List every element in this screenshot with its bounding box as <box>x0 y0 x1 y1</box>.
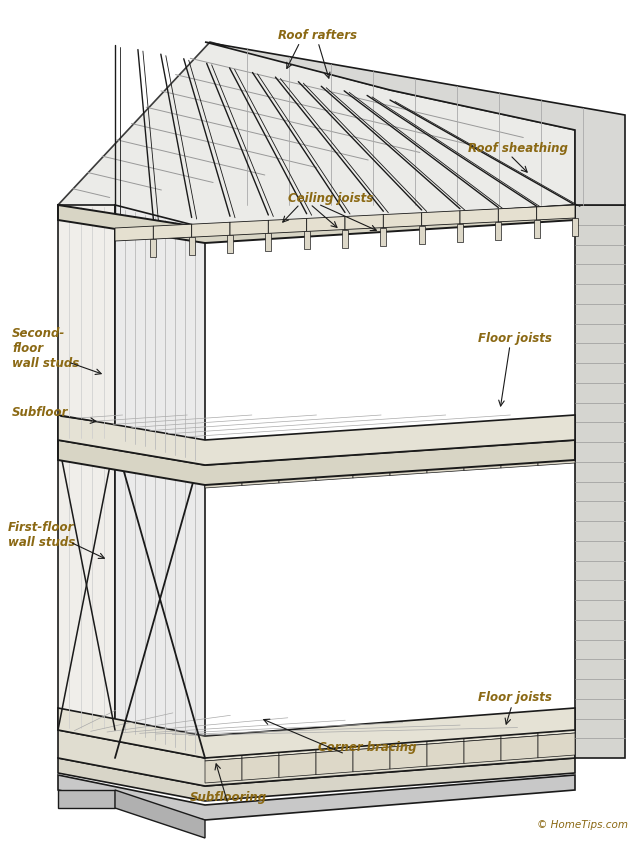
Text: Roof sheathing: Roof sheathing <box>468 142 568 154</box>
Polygon shape <box>58 730 575 786</box>
Polygon shape <box>58 775 575 820</box>
Polygon shape <box>189 237 195 255</box>
Polygon shape <box>154 225 191 239</box>
Polygon shape <box>316 458 353 480</box>
Polygon shape <box>534 220 540 238</box>
Polygon shape <box>537 205 575 220</box>
Polygon shape <box>495 222 501 240</box>
Text: Floor joists: Floor joists <box>478 332 552 344</box>
Polygon shape <box>205 42 625 205</box>
Polygon shape <box>572 218 578 236</box>
Polygon shape <box>353 456 390 478</box>
Text: Floor joists: Floor joists <box>478 691 552 705</box>
Polygon shape <box>427 451 464 473</box>
Polygon shape <box>230 220 268 235</box>
Polygon shape <box>115 226 154 241</box>
Polygon shape <box>538 443 575 466</box>
Polygon shape <box>279 749 316 755</box>
Polygon shape <box>242 463 279 485</box>
Polygon shape <box>58 42 575 228</box>
Text: Second-
floor
wall studs: Second- floor wall studs <box>12 327 79 370</box>
Polygon shape <box>538 730 575 736</box>
Polygon shape <box>205 758 242 783</box>
Polygon shape <box>303 231 310 250</box>
Polygon shape <box>242 755 279 780</box>
Polygon shape <box>422 211 460 225</box>
Polygon shape <box>58 708 575 758</box>
Polygon shape <box>427 741 464 766</box>
Polygon shape <box>150 239 156 257</box>
Polygon shape <box>115 440 205 758</box>
Polygon shape <box>279 457 316 463</box>
Polygon shape <box>464 448 501 470</box>
Polygon shape <box>501 736 538 760</box>
Polygon shape <box>58 440 115 730</box>
Text: Roof rafters: Roof rafters <box>278 29 357 41</box>
Polygon shape <box>58 440 575 485</box>
Polygon shape <box>353 744 390 749</box>
Polygon shape <box>115 790 205 838</box>
Polygon shape <box>205 466 242 488</box>
Polygon shape <box>464 736 501 741</box>
Polygon shape <box>501 733 538 738</box>
Polygon shape <box>58 758 575 801</box>
Polygon shape <box>427 447 464 453</box>
Polygon shape <box>464 445 501 451</box>
Polygon shape <box>307 217 345 231</box>
Polygon shape <box>115 205 205 465</box>
Polygon shape <box>390 450 427 456</box>
Polygon shape <box>58 415 575 465</box>
Polygon shape <box>501 446 538 468</box>
Text: © HomeTips.com: © HomeTips.com <box>537 820 628 830</box>
Polygon shape <box>457 224 463 241</box>
Polygon shape <box>380 228 387 246</box>
Polygon shape <box>227 235 233 253</box>
Polygon shape <box>501 442 538 448</box>
Polygon shape <box>266 233 271 252</box>
Polygon shape <box>353 747 390 771</box>
Polygon shape <box>316 747 353 753</box>
Polygon shape <box>390 741 427 747</box>
Polygon shape <box>345 214 383 230</box>
Polygon shape <box>538 733 575 758</box>
Polygon shape <box>58 205 115 440</box>
Polygon shape <box>419 225 425 244</box>
Polygon shape <box>464 738 501 764</box>
Polygon shape <box>268 219 307 233</box>
Polygon shape <box>390 453 427 475</box>
Polygon shape <box>427 738 464 744</box>
Text: First-floor
wall studs: First-floor wall studs <box>8 521 76 549</box>
Polygon shape <box>58 790 115 808</box>
Text: Ceiling joists: Ceiling joists <box>288 192 373 204</box>
Polygon shape <box>58 205 575 243</box>
Polygon shape <box>242 460 279 466</box>
Polygon shape <box>191 222 230 237</box>
Polygon shape <box>353 452 390 458</box>
Polygon shape <box>460 208 499 224</box>
Polygon shape <box>279 461 316 483</box>
Text: Subflooring: Subflooring <box>190 792 267 804</box>
Text: Subfloor: Subfloor <box>12 405 68 419</box>
Polygon shape <box>342 230 348 247</box>
Polygon shape <box>383 213 422 228</box>
Polygon shape <box>205 755 242 761</box>
Polygon shape <box>316 749 353 775</box>
Polygon shape <box>390 744 427 769</box>
Polygon shape <box>205 463 242 468</box>
Polygon shape <box>575 205 625 758</box>
Polygon shape <box>279 753 316 777</box>
Polygon shape <box>316 455 353 461</box>
Polygon shape <box>499 207 537 222</box>
Polygon shape <box>242 752 279 758</box>
Text: Corner bracing: Corner bracing <box>318 742 417 755</box>
Polygon shape <box>538 440 575 446</box>
